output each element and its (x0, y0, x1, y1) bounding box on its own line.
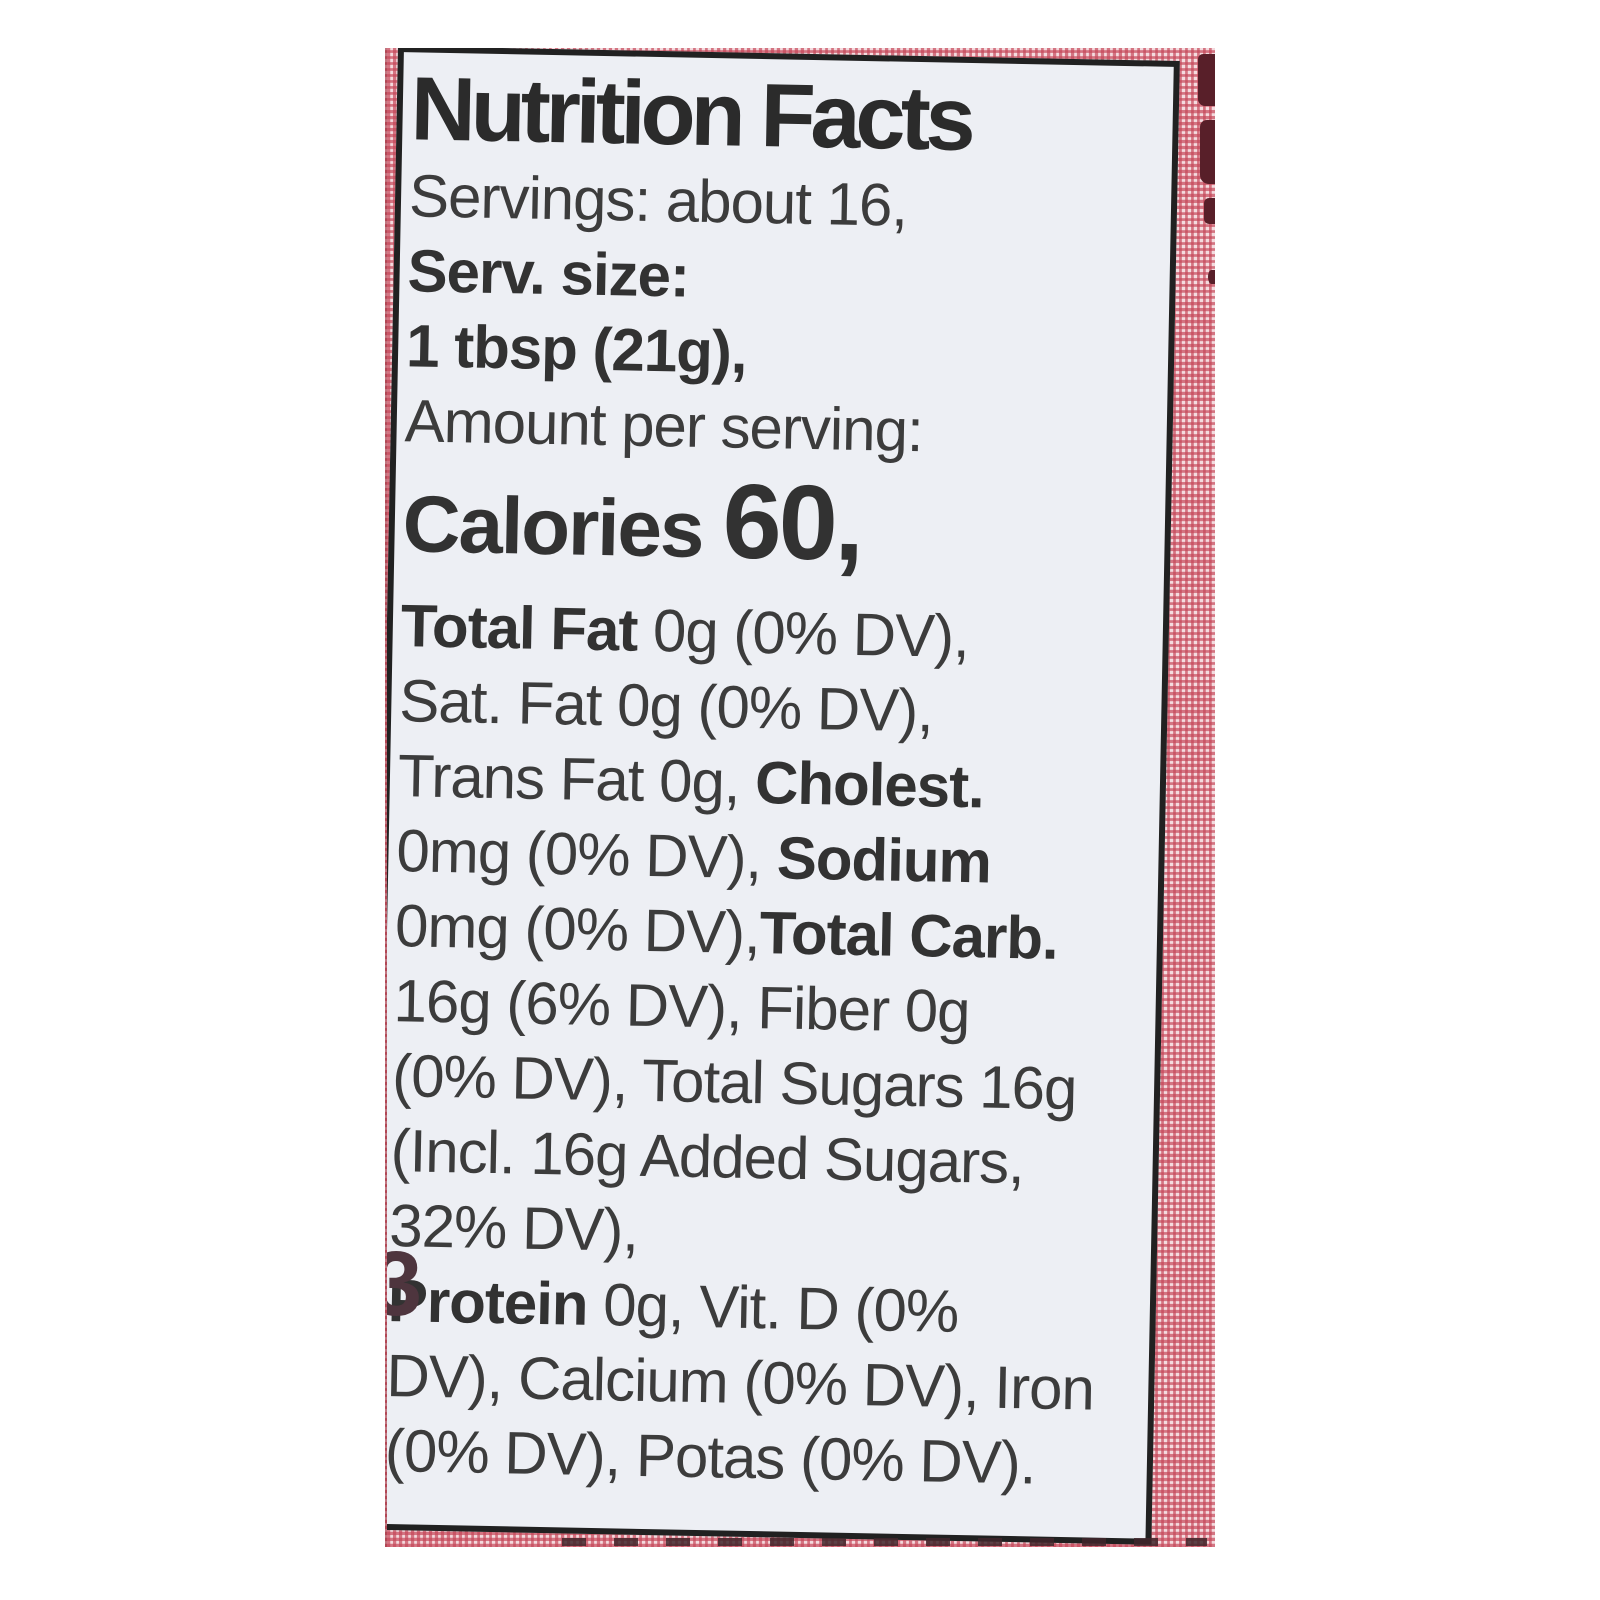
label-text-segment: Sodium (776, 824, 992, 896)
label-text-segment: Amount per serving: (404, 387, 924, 465)
label-line: Trans Fat 0g, Cholest. (397, 738, 1156, 828)
label-text-segment: (0% DV), Total Sugars 16g (391, 1042, 1078, 1123)
label-text-segment: 0mg (0% DV), (395, 817, 778, 892)
label-line: (0% DV), Potas (0% DV). (385, 1413, 1144, 1503)
cutoff-bottom-print-artifact (562, 1538, 1207, 1546)
cutoff-red-graphic (1198, 54, 1215, 106)
label-line: 0mg (0% DV),Total Carb. (394, 888, 1153, 978)
label-lines: Servings: about 16, Serv. size: 1 tbsp (21… (385, 158, 1168, 1503)
label-line: 1 tbsp (21g), (406, 308, 1165, 398)
label-text-segment: Servings: about 16, (408, 162, 908, 239)
label-line: 0mg (0% DV), Sodium (396, 813, 1155, 903)
label-text-segment: Serv. size: (407, 237, 690, 310)
label-line: Amount per serving: (404, 383, 1163, 473)
label-text-segment: (0% DV), Potas (0% DV). (385, 1417, 1037, 1497)
label-text-segment: Cholest. (754, 748, 985, 821)
label-text-segment: Total Fat (400, 592, 654, 664)
label-text-segment: 0mg (0% DV), (394, 892, 761, 967)
nutrition-facts-title: Nutrition Facts (409, 59, 972, 170)
label-line: Serv. size: (407, 233, 1166, 323)
label-line: Protein 0g, Vit. D (0% (387, 1263, 1146, 1353)
label-text-segment: 16g (6% DV), Fiber 0g (393, 967, 971, 1046)
cutoff-red-graphic (1208, 270, 1215, 284)
label-text-segment: 1 tbsp (21g), (405, 312, 748, 386)
cutoff-red-graphic (1200, 120, 1215, 184)
label-line: 16g (6% DV), Fiber 0g (393, 963, 1152, 1053)
label-line: Calories 60, (402, 458, 1162, 603)
label-line: (Incl. 16g Added Sugars, (390, 1113, 1149, 1203)
label-text-segment: 60, (721, 462, 863, 583)
label-text-segment: Calories (401, 479, 724, 575)
label-text-segment: DV), Calcium (0% DV), Iron (385, 1342, 1095, 1423)
label-text-segment: 0g, Vit. D (0% (602, 1271, 959, 1345)
label-text-segment: Total Carb. (759, 899, 1059, 972)
label-text-segment: (Incl. 16g Added Sugars, (390, 1117, 1025, 1197)
cutoff-character-glyph: 3 (387, 1238, 422, 1330)
cutoff-red-graphic (1204, 198, 1215, 224)
label-text-segment: 0g (0% DV), (652, 597, 970, 671)
label-line: Sat. Fat 0g (0% DV), (399, 663, 1158, 753)
label-line: DV), Calcium (0% DV), Iron (385, 1338, 1145, 1428)
label-line: 32% DV), (389, 1188, 1148, 1278)
label-line: Total Fat 0g (0% DV), (400, 588, 1159, 678)
product-label-photo: Nutrition Facts Servings: about 16, Serv.… (385, 48, 1215, 1547)
label-line: Servings: about 16, (408, 158, 1167, 248)
label-line: (0% DV), Total Sugars 16g (392, 1038, 1151, 1128)
label-text-segment: 32% DV), (388, 1192, 639, 1264)
label-text-segment: Sat. Fat 0g (0% DV), (398, 667, 934, 745)
label-text-segment: Trans Fat 0g, (397, 742, 756, 816)
nutrition-facts-label: Nutrition Facts Servings: about 16, Serv.… (385, 48, 1180, 1545)
